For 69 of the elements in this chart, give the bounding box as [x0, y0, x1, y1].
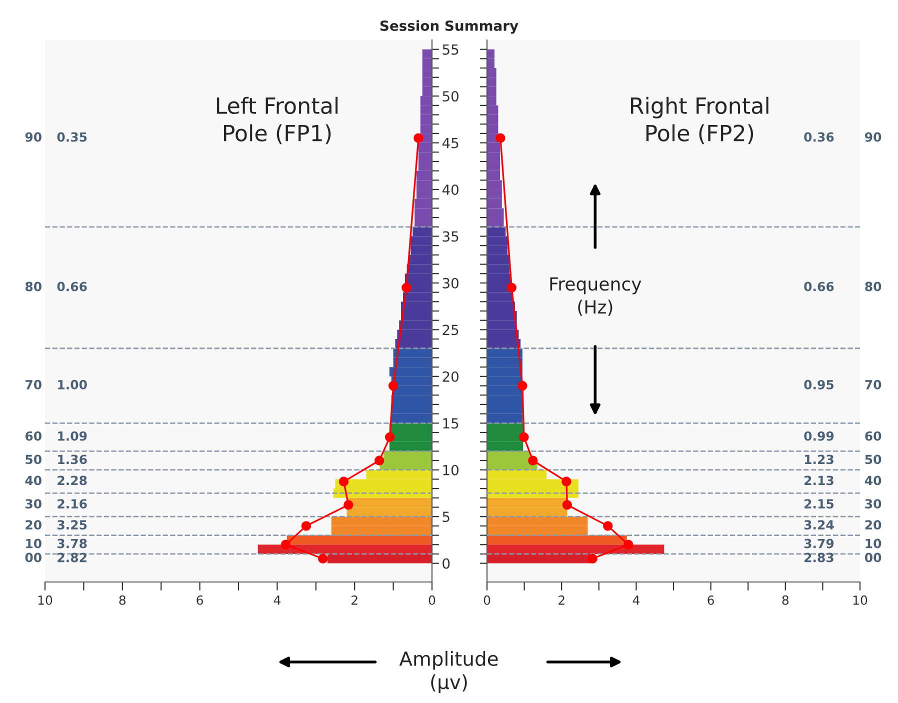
text: 40 [25, 476, 42, 486]
annotation: 2.13 [804, 476, 834, 486]
annotation: 1.36 [58, 454, 87, 464]
x-tick-label: 4 [274, 596, 280, 605]
y-tick-label: 20 [442, 371, 458, 382]
y-tick-label: 15 [443, 418, 458, 429]
annotation: 2.15 [804, 499, 834, 509]
x-tick-label: 10 [38, 595, 52, 605]
annotation: 3.79 [804, 538, 834, 548]
text: 00 [864, 552, 882, 562]
text: 70 [865, 380, 882, 390]
text: 00 [25, 552, 42, 562]
y-tick-label: 0 [442, 558, 450, 569]
annotation: 0.66 [57, 282, 87, 292]
text: 90 [25, 132, 42, 142]
x-tick-label: 2 [558, 595, 564, 605]
y-tick-label: 25 [442, 324, 458, 336]
y-tick-label: 5 [442, 512, 450, 522]
x-tick-label: 4 [632, 596, 640, 605]
y-tick-label: 55 [442, 44, 458, 55]
x-tick-label: 6 [196, 595, 203, 605]
y-tick-label: 30 [442, 278, 458, 288]
annotation: 0.35 [57, 132, 87, 142]
x-axis-title: Amplitude (µv) [399, 650, 498, 694]
text: 80 [865, 282, 882, 292]
annotation: 3.24 [804, 520, 834, 530]
text: 50 [26, 454, 42, 464]
x-tick-label: 0 [428, 595, 436, 605]
annotation: 2.16 [58, 499, 87, 509]
annotation: Frequency (Hz) [550, 277, 642, 316]
chart-title: Session Summary [380, 20, 518, 34]
x-tick-label: 2 [352, 595, 358, 605]
text: 70 [26, 380, 42, 390]
annotation: 2.82 [58, 552, 86, 562]
text: 50 [865, 454, 882, 464]
annotation: 3.78 [58, 538, 87, 548]
annotation: 1.00 [58, 380, 87, 390]
annotation: 0.66 [804, 282, 834, 292]
text: 90 [865, 132, 882, 142]
text: 30 [26, 499, 42, 509]
x-tick-label: 8 [782, 595, 789, 605]
x-tick-label: 6 [708, 595, 714, 605]
text: 60 [865, 431, 882, 441]
annotation: 0.36 [804, 132, 834, 142]
x-tick-label: 0 [484, 595, 490, 605]
text: 10 [26, 538, 42, 548]
annotation: 3.25 [58, 520, 87, 530]
annotation: Left Frontal Pole (FP1) [216, 96, 338, 144]
text: 60 [25, 431, 42, 441]
text: 30 [865, 499, 882, 509]
annotation: 2.28 [58, 476, 87, 486]
annotation: 0.99 [804, 431, 834, 441]
text: 20 [865, 520, 882, 530]
annotation: 1.23 [804, 454, 834, 464]
y-tick-label: 10 [443, 464, 458, 476]
annotation: 0.95 [804, 380, 834, 390]
x-tick-label: 8 [119, 595, 126, 605]
text: 10 [866, 538, 882, 548]
text: 40 [864, 476, 882, 486]
text: 80 [25, 282, 42, 292]
x-tick-label: 10 [853, 595, 868, 605]
y-tick-label: 35 [442, 231, 458, 242]
annotation: 1.09 [58, 431, 87, 441]
y-tick-label: 45 [442, 138, 458, 148]
annotation: 2.83 [804, 552, 834, 562]
y-tick-label: 50 [442, 91, 458, 102]
y-tick-label: 40 [442, 184, 458, 195]
text: 20 [26, 520, 42, 530]
annotation: Right Frontal Pole (FP2) [631, 96, 768, 144]
